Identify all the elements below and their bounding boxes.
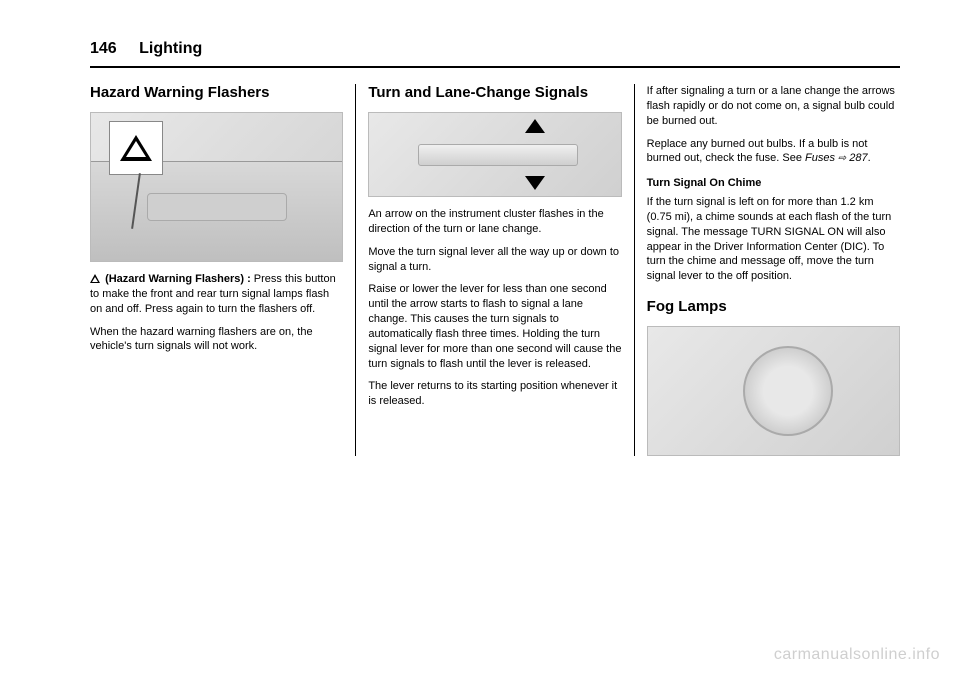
- dashboard-graphic: [91, 161, 342, 261]
- hazard-text-2: When the hazard warning flashers are on,…: [90, 325, 343, 355]
- hazard-description: (Hazard Warning Flashers) : Press this b…: [90, 272, 343, 317]
- column-1: Hazard Warning Flashers (Hazard Warning …: [90, 84, 355, 456]
- turn-text-4: The lever returns to its starting positi…: [368, 379, 621, 409]
- manual-page: 146 Lighting Hazard Warning Flashers (Ha…: [0, 0, 960, 496]
- fuses-page-ref: 287: [846, 152, 867, 164]
- section-heading-fog-lamps: Fog Lamps: [647, 298, 900, 316]
- chime-text: If the turn signal is left on for more t…: [647, 195, 900, 284]
- content-columns: Hazard Warning Flashers (Hazard Warning …: [90, 84, 900, 456]
- header-text: 146 Lighting: [90, 40, 900, 58]
- column-2: Turn and Lane-Change Signals An arrow on…: [356, 84, 633, 456]
- bulb-text-1: If after signaling a turn or a lane chan…: [647, 84, 900, 129]
- section-heading-turn-signals: Turn and Lane-Change Signals: [368, 84, 621, 102]
- fog-lamps-illustration: [647, 326, 900, 456]
- watermark-text: carmanualsonline.info: [774, 646, 940, 664]
- fog-lamp-dial-graphic: [743, 346, 833, 436]
- lever-graphic: [418, 144, 578, 166]
- turn-text-2: Move the turn signal lever all the way u…: [368, 245, 621, 275]
- arrow-down-icon: [525, 176, 545, 190]
- hazard-triangle-inline-icon: [90, 274, 100, 283]
- subheading-chime: Turn Signal On Chime: [647, 176, 900, 191]
- hazard-flashers-illustration: [90, 112, 343, 262]
- column-3: If after signaling a turn or a lane chan…: [635, 84, 900, 456]
- fuses-link-text: Fuses: [805, 152, 835, 164]
- turn-text-3: Raise or lower the lever for less than o…: [368, 282, 621, 371]
- page-number: 146: [90, 40, 117, 58]
- hazard-label: (Hazard Warning Flashers) :: [105, 273, 251, 285]
- link-arrow-icon: ⇨: [835, 153, 846, 164]
- hazard-button-callout: [109, 121, 163, 175]
- chapter-title: Lighting: [139, 40, 202, 58]
- vent-graphic: [147, 193, 287, 221]
- turn-text-1: An arrow on the instrument cluster flash…: [368, 207, 621, 237]
- page-header: 146 Lighting: [90, 40, 900, 68]
- section-heading-hazard: Hazard Warning Flashers: [90, 84, 343, 102]
- hazard-triangle-icon: [120, 135, 152, 161]
- arrow-up-icon: [525, 119, 545, 133]
- turn-signal-lever-illustration: [368, 112, 621, 197]
- bulb-text-2d: .: [868, 152, 871, 164]
- bulb-text-2: Replace any burned out bulbs. If a bulb …: [647, 137, 900, 167]
